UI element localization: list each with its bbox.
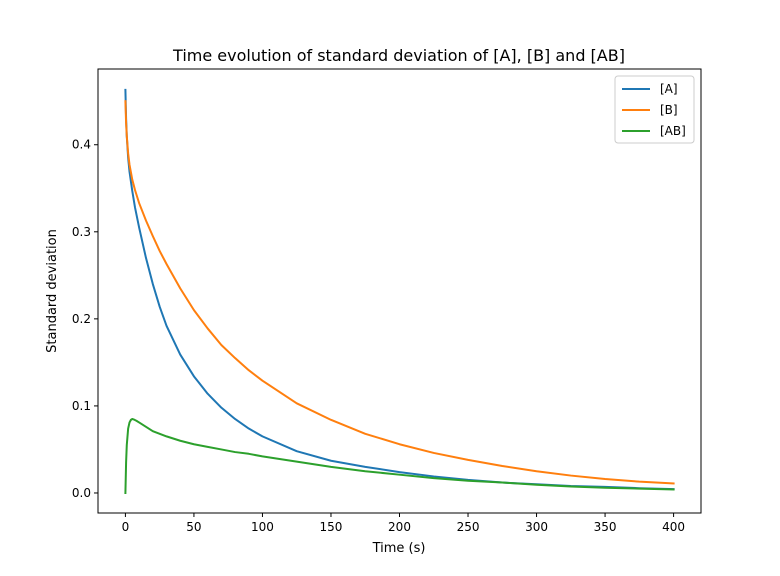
legend-label-1: [B] <box>660 103 678 117</box>
series-line-1 <box>124 100 675 485</box>
legend-box <box>614 75 695 144</box>
y-tick-label: 0.0 <box>72 486 91 500</box>
x-tick-label: 300 <box>525 520 548 534</box>
y-tick-label: 0.1 <box>72 399 91 413</box>
x-tick-label: 200 <box>388 520 411 534</box>
y-axis-ticks: 0.0 0.1 0.2 0.3 0.4 <box>72 138 98 500</box>
legend-entries: [A] [B] [AB] <box>622 82 686 138</box>
legend: [A] [B] [AB] <box>614 75 695 144</box>
y-tick-label: 0.4 <box>72 138 91 152</box>
series-line-2 <box>124 417 675 495</box>
x-axis-ticks: 0 50 100 150 200 250 300 350 400 <box>122 513 685 534</box>
y-tick-label: 0.3 <box>72 225 91 239</box>
x-tick-label: 250 <box>457 520 480 534</box>
x-tick-label: 0 <box>122 520 130 534</box>
y-axis-label: Standard deviation <box>45 229 60 353</box>
legend-label-2: [AB] <box>660 124 686 138</box>
y-tick-label: 0.2 <box>72 312 91 326</box>
x-tick-label: 150 <box>320 520 343 534</box>
x-axis-label: Time (s) <box>372 541 426 556</box>
legend-label-0: [A] <box>660 82 678 96</box>
x-tick-label: 100 <box>251 520 274 534</box>
chart-title: Time evolution of standard deviation of … <box>172 46 625 65</box>
x-tick-label: 50 <box>186 520 201 534</box>
plot-lines <box>124 88 675 495</box>
x-tick-label: 400 <box>662 520 685 534</box>
x-tick-label: 350 <box>594 520 617 534</box>
